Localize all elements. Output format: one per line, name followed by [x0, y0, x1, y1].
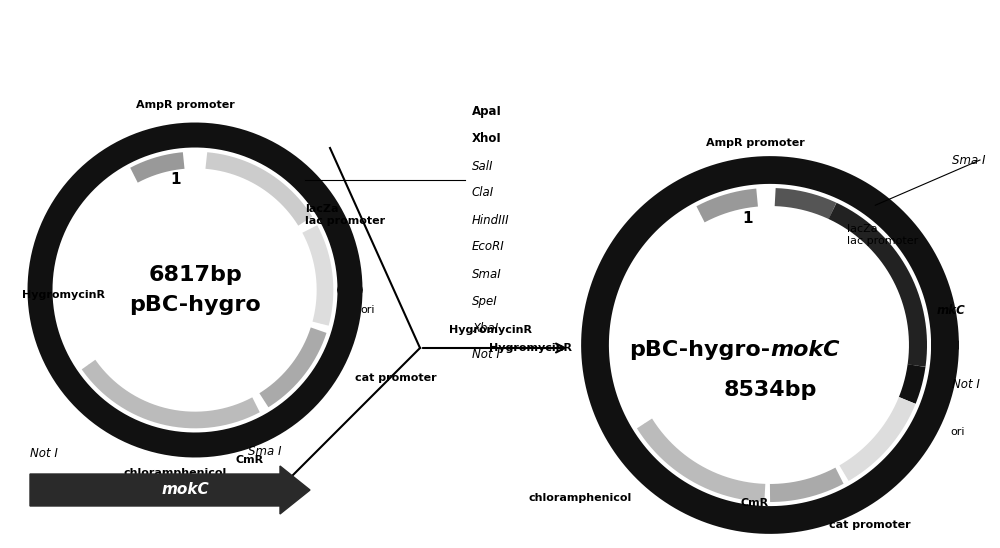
Text: HygromycinR: HygromycinR	[448, 325, 532, 335]
Text: cat promoter: cat promoter	[355, 373, 437, 383]
Text: Not I: Not I	[472, 349, 500, 362]
Text: Sma I: Sma I	[248, 445, 282, 458]
Text: ApaI: ApaI	[472, 106, 502, 118]
Text: mokC: mokC	[770, 340, 840, 360]
Text: lacZa
lac promoter: lacZa lac promoter	[847, 224, 918, 246]
Text: Not I: Not I	[952, 379, 980, 391]
Text: Not I: Not I	[30, 447, 58, 460]
Text: ori: ori	[950, 427, 965, 437]
Text: mkC: mkC	[936, 304, 965, 317]
Text: 1: 1	[743, 212, 753, 226]
Text: XbaI: XbaI	[472, 322, 498, 334]
Text: chloramphenicol: chloramphenicol	[123, 468, 227, 478]
Text: SpeI: SpeI	[472, 294, 498, 307]
Text: ClaI: ClaI	[472, 186, 494, 199]
Text: AmpR promoter: AmpR promoter	[706, 138, 804, 148]
FancyArrow shape	[30, 466, 310, 514]
Text: EcoRI: EcoRI	[472, 241, 505, 254]
Text: 8534bp: 8534bp	[723, 380, 817, 400]
Text: CmR: CmR	[236, 455, 264, 465]
Text: CmR: CmR	[741, 498, 769, 508]
Text: lacZa
lac promoter: lacZa lac promoter	[305, 204, 385, 226]
Text: HindIII: HindIII	[472, 214, 510, 226]
Text: Sma I: Sma I	[952, 153, 985, 167]
Text: AmpR promoter: AmpR promoter	[136, 100, 234, 110]
Text: 6817bp: 6817bp	[148, 265, 242, 285]
Text: XhoI: XhoI	[472, 133, 502, 146]
Text: 1: 1	[170, 172, 181, 187]
Text: ori: ori	[360, 305, 374, 315]
Text: SmaI: SmaI	[472, 267, 502, 281]
Text: pBC-hygro-: pBC-hygro-	[629, 340, 770, 360]
Text: HygromycinR: HygromycinR	[22, 290, 105, 300]
Text: cat promoter: cat promoter	[829, 520, 911, 530]
Text: SalI: SalI	[472, 159, 494, 173]
Text: pBC-hygro: pBC-hygro	[129, 295, 261, 315]
Text: HygromycinR: HygromycinR	[489, 343, 572, 353]
Text: chloramphenicol: chloramphenicol	[528, 493, 632, 503]
Text: mokC: mokC	[161, 482, 209, 498]
